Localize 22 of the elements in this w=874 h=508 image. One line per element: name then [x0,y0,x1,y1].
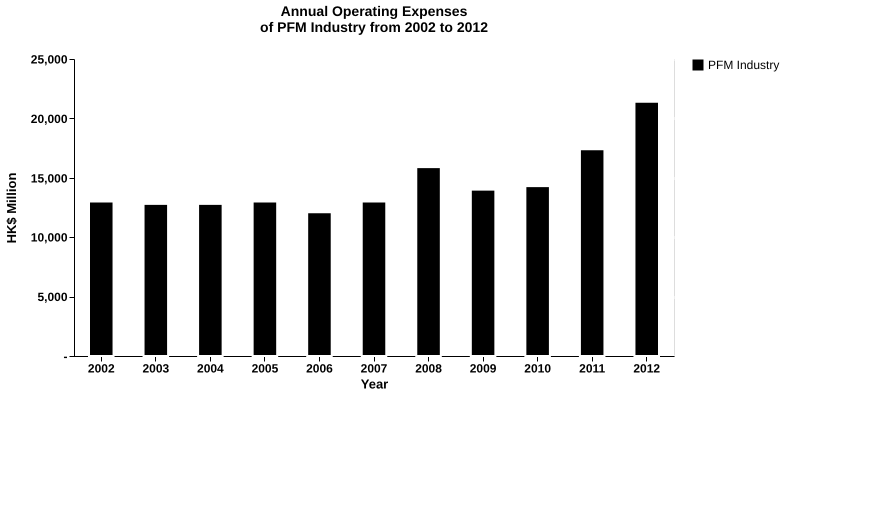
x-tick-label: 2007 [360,362,388,376]
x-axis-title: Year [360,376,388,392]
y-tick-label: 5,000 [37,290,68,304]
x-tick-label: 2006 [306,362,334,376]
x-tick-label: 2002 [88,362,115,376]
x-tick-label: 2003 [142,362,170,376]
x-tick-label: 2010 [524,362,552,376]
y-tick-label: 15,000 [30,171,68,186]
x-tick-label: 2008 [415,362,442,376]
x-tick-label: 2009 [470,362,497,376]
y-axis-title: HK$ Million [4,172,19,244]
x-tick-label: 2005 [252,362,279,376]
x-tick-label: 2011 [579,362,606,376]
y-tick-label: 10,000 [30,230,68,245]
y-tick-label: 20,000 [30,112,68,126]
y-tick-label: 25,000 [30,52,68,66]
text: Annual Operating Expenses [280,3,468,19]
x-tick-label: 2012 [633,362,660,376]
y-tick-label: - [64,350,68,364]
text: of PFM Industry from 2002 to 2012 [260,19,488,35]
legend-label: PFM Industry [708,58,780,72]
x-tick-label: 2004 [197,362,224,376]
